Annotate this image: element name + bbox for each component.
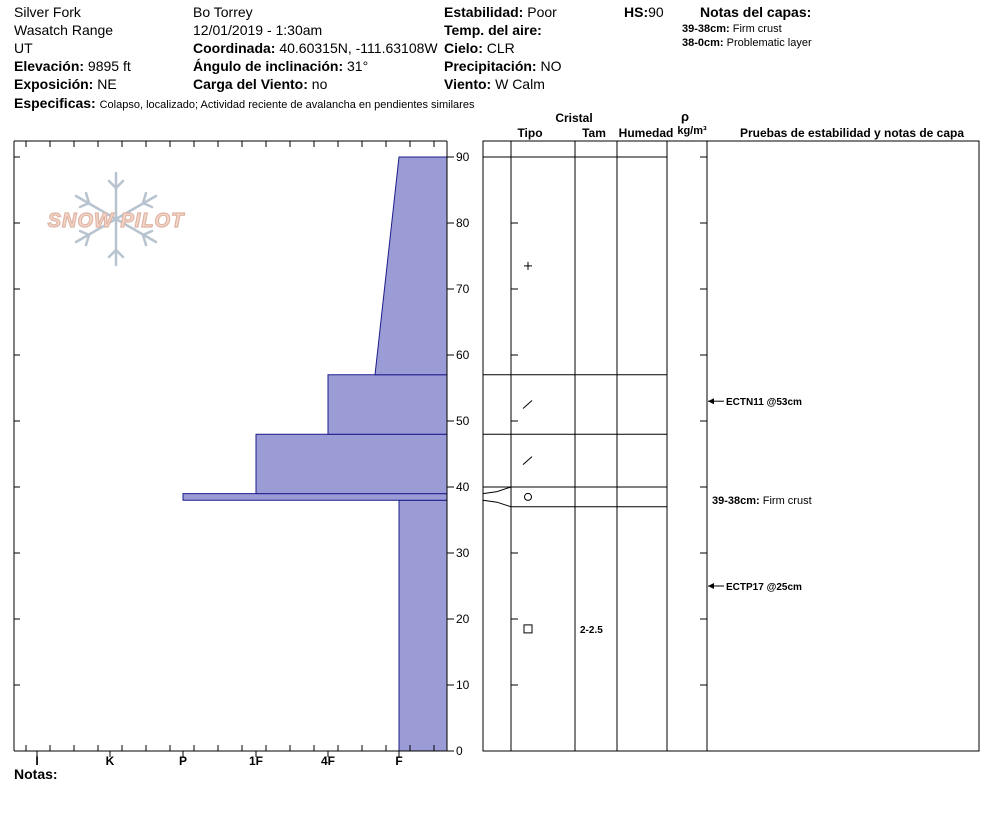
layer-note-2-text: Problematic layer bbox=[726, 37, 812, 49]
sky-value: CLR bbox=[486, 40, 515, 56]
elevation: Elevación: 9895 ft bbox=[14, 58, 131, 74]
hardness-layer-5 bbox=[374, 156, 448, 376]
layer-connector bbox=[482, 486, 512, 495]
wind: Viento: W Calm bbox=[444, 76, 545, 92]
stability-label: Estabilidad: bbox=[444, 4, 524, 20]
state: UT bbox=[14, 40, 33, 56]
test-arrow-icon bbox=[708, 583, 714, 589]
col-tam: Tam bbox=[582, 126, 606, 140]
layer-note-on-chart-depth: 39-38cm: bbox=[712, 495, 763, 507]
aspect-label: Exposición: bbox=[14, 76, 94, 92]
height-tick-label: 0 bbox=[456, 744, 463, 758]
stability: Estabilidad: Poor bbox=[444, 4, 557, 20]
hardness-layer-1 bbox=[398, 499, 448, 752]
coord-value: 40.60315N, -111.63108W bbox=[279, 40, 438, 56]
crystal-slash-icon bbox=[522, 400, 533, 409]
crystal-slash-icon bbox=[522, 456, 533, 465]
col-humedad: Humedad bbox=[619, 126, 674, 140]
layer-note-2: 38-0cm: Problematic layer bbox=[682, 37, 812, 50]
slope-value: 31° bbox=[347, 58, 369, 74]
range: Wasatch Range bbox=[14, 22, 114, 38]
height-tick-label: 70 bbox=[456, 282, 470, 296]
hs-value: 90 bbox=[648, 4, 664, 20]
layer-note-on-chart-text: Firm crust bbox=[763, 495, 812, 507]
stability-test-label: ECTP17 @25cm bbox=[726, 582, 802, 593]
col-rho: ρ bbox=[681, 109, 689, 124]
logo-text: SNOW PILOT bbox=[48, 210, 185, 232]
hardness-layer-4 bbox=[327, 374, 448, 435]
hardness-tick-label: P bbox=[179, 754, 187, 768]
layer-note-1-text: Firm crust bbox=[732, 23, 782, 35]
height-tick-label: 40 bbox=[456, 480, 470, 494]
wind-label: Viento: bbox=[444, 76, 492, 92]
wind-value: W Calm bbox=[495, 76, 545, 92]
hs-label: HS: bbox=[624, 4, 649, 20]
hardness-tick-label: 4F bbox=[321, 754, 335, 768]
layer-note-2-depth: 38-0cm: bbox=[682, 37, 724, 49]
aspect: Exposición: NE bbox=[14, 76, 117, 92]
precip-label: Precipitación: bbox=[444, 58, 537, 74]
hardness-tick-label: 1F bbox=[249, 754, 263, 768]
crystal-circle-icon bbox=[524, 492, 532, 501]
layer-note-on-chart: 39-38cm: Firm crust bbox=[712, 495, 812, 507]
col-density-unit: kg/m³ bbox=[677, 125, 707, 137]
col-tests: Pruebas de estabilidad y notas de capa bbox=[740, 126, 964, 140]
col-cristal: Cristal bbox=[555, 111, 592, 125]
slope-angle: Ángulo de inclinación: 31° bbox=[193, 58, 368, 74]
datetime: 12/01/2019 - 1:30am bbox=[193, 22, 323, 38]
hardness-tick-label: I bbox=[35, 754, 38, 768]
snow-height: HS:90 bbox=[624, 4, 664, 20]
hardness-tick-label: K bbox=[106, 754, 115, 768]
air-temp-label: Temp. del aire: bbox=[444, 22, 542, 38]
grain-size-label: 2-2.5 bbox=[580, 625, 603, 636]
height-tick-label: 10 bbox=[456, 678, 470, 692]
notes-label: Notas: bbox=[14, 766, 58, 782]
slope-label: Ángulo de inclinación: bbox=[193, 58, 344, 74]
crystal-plus-icon bbox=[524, 261, 532, 270]
hardness-layer-2 bbox=[182, 493, 448, 501]
layer-notes-title: Notas del capas: bbox=[700, 4, 812, 20]
wind-load: Carga del Viento: no bbox=[193, 76, 327, 92]
coordinates: Coordinada: 40.60315N, -111.63108W bbox=[193, 40, 438, 56]
col-tipo: Tipo bbox=[517, 126, 542, 140]
wind-load-value: no bbox=[311, 76, 328, 92]
coord-label: Coordinada: bbox=[193, 40, 276, 56]
observer: Bo Torrey bbox=[193, 4, 253, 20]
precip: Precipitación: NO bbox=[444, 58, 561, 74]
sky-label: Cielo: bbox=[444, 40, 483, 56]
layer-connector bbox=[482, 499, 512, 508]
layer-note-1: 39-38cm: Firm crust bbox=[682, 23, 782, 36]
stability-test-label: ECTN11 @53cm bbox=[726, 397, 802, 408]
elevation-value: 9895 ft bbox=[87, 58, 131, 74]
hardness-layer-3 bbox=[255, 433, 448, 495]
wind-load-label: Carga del Viento: bbox=[193, 76, 308, 92]
specifics-value: Colapso, localizado; Actividad reciente … bbox=[99, 99, 475, 111]
height-tick-label: 30 bbox=[456, 546, 470, 560]
specifics: Especificas: Colapso, localizado; Activi… bbox=[14, 95, 474, 113]
stability-value: Poor bbox=[527, 4, 557, 20]
height-tick-label: 80 bbox=[456, 216, 470, 230]
height-tick-label: 20 bbox=[456, 612, 470, 626]
snowflake-icon bbox=[74, 171, 158, 267]
layer-note-1-depth: 39-38cm: bbox=[682, 23, 730, 35]
aspect-value: NE bbox=[97, 76, 117, 92]
snowpilot-logo: SNOW PILOT bbox=[47, 171, 185, 267]
specifics-label: Especificas: bbox=[14, 95, 96, 111]
location: Silver Fork bbox=[14, 4, 81, 20]
layer-table-frame bbox=[482, 140, 980, 752]
hardness-tick-label: F bbox=[395, 754, 402, 768]
height-tick-label: 90 bbox=[456, 150, 470, 164]
sky: Cielo: CLR bbox=[444, 40, 515, 56]
elevation-label: Elevación: bbox=[14, 58, 85, 74]
precip-value: NO bbox=[540, 58, 562, 74]
test-arrow-icon bbox=[708, 398, 714, 405]
crystal-square-icon bbox=[523, 624, 533, 634]
height-tick-label: 50 bbox=[456, 414, 470, 428]
height-tick-label: 60 bbox=[456, 348, 470, 362]
air-temp: Temp. del aire: bbox=[444, 22, 542, 38]
